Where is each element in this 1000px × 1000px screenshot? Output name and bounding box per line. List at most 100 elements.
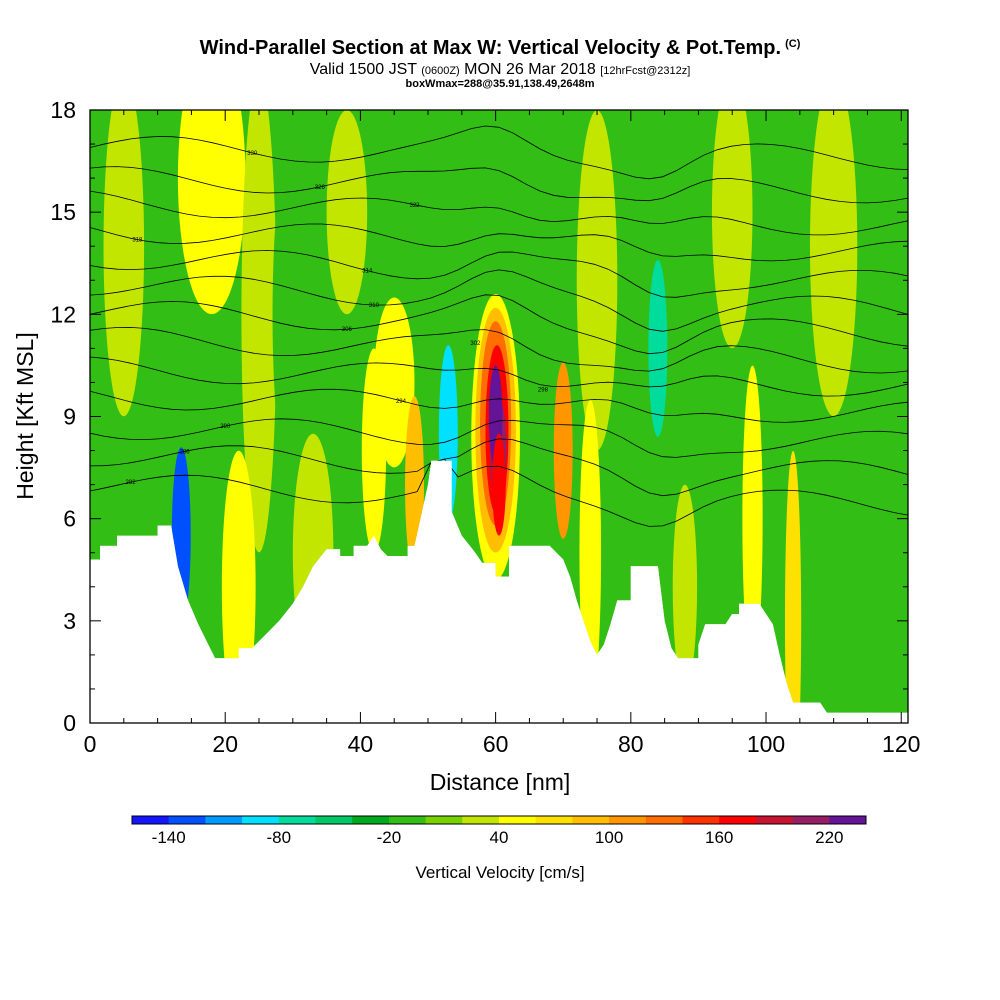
colorbar-swatch — [425, 816, 463, 824]
velocity-streak — [241, 110, 277, 553]
y-tick-label: 12 — [50, 301, 76, 327]
isentrope-label: 286 — [180, 449, 191, 455]
y-tick-label: 9 — [63, 404, 76, 430]
chart-subtitle: Valid 1500 JST (0600Z) MON 26 Mar 2018 [… — [0, 61, 1000, 79]
isentrope-line — [90, 356, 908, 397]
colorbar-swatch — [352, 816, 390, 824]
y-tick-label: 3 — [63, 608, 76, 634]
velocity-streak — [672, 484, 698, 689]
x-tick-label: 80 — [618, 731, 644, 757]
isentrope-label: 318 — [132, 238, 143, 244]
colorbar-swatch — [315, 816, 353, 824]
isentrope-line — [90, 190, 908, 236]
x-tick-label: 100 — [747, 731, 785, 757]
colorbar-tick-label: 40 — [490, 828, 509, 847]
isentrope-label: 322 — [409, 203, 420, 209]
isentrope-label: 306 — [342, 327, 353, 333]
axes: 0 20 40 60 80 100 120 0 3 6 9 12 15 18 — [50, 97, 920, 757]
y-tick-label: 0 — [63, 710, 76, 736]
velocity-streak — [515, 110, 557, 400]
colorbar-tick-label: -20 — [377, 828, 402, 847]
chart-title: Wind-Parallel Section at Max W: Vertical… — [199, 37, 782, 59]
isentrope-label: 302 — [470, 341, 481, 347]
y-tick-label: 6 — [63, 506, 76, 532]
isentrope-line — [90, 458, 908, 527]
colorbar-swatch — [462, 816, 500, 824]
isentrope-line — [90, 223, 908, 262]
x-tick-label: 40 — [348, 731, 374, 757]
terrain — [90, 460, 908, 723]
colorbar-tick-label: -80 — [267, 828, 292, 847]
velocity-streak — [361, 348, 387, 553]
velocity-streak — [103, 110, 145, 417]
colorbar-swatch — [682, 816, 720, 824]
isentrope-line — [90, 125, 908, 180]
colorbar-swatch — [499, 816, 537, 824]
colorbar-swatch — [132, 816, 170, 824]
box-wmax-info: boxWmax=288@35.91,138.49,2648m — [405, 78, 595, 90]
colorbar-swatch — [535, 816, 573, 824]
velocity-streak — [326, 110, 368, 315]
velocity-streak — [784, 450, 802, 713]
velocity-core — [492, 433, 506, 536]
chart-title-line: Wind-Parallel Section at Max W: Vertical… — [0, 37, 1000, 60]
colorbar-tick-label: 100 — [595, 828, 623, 847]
isentrope-label: 282 — [126, 480, 137, 486]
isentrope-label: 330 — [247, 151, 258, 157]
colorbar-label: Vertical Velocity [cm/s] — [415, 863, 585, 882]
isentrope-label: 294 — [396, 399, 407, 405]
colorbar-swatch — [609, 816, 647, 824]
valid-time-utc: (0600Z) — [421, 65, 460, 77]
x-tick-label: 20 — [212, 731, 238, 757]
velocity-core — [648, 259, 668, 437]
valid-time: Valid 1500 JST — [309, 61, 417, 78]
velocity-streak — [177, 110, 246, 315]
velocity-streak — [766, 110, 807, 553]
colorbar-swatch — [572, 816, 610, 824]
isentrope-label: 290 — [220, 424, 231, 430]
colorbar-swatch — [829, 816, 867, 824]
isentrope-line — [90, 250, 908, 298]
isentrope-label: 298 — [538, 388, 549, 394]
isentrope-line — [90, 166, 908, 204]
x-axis-label: Distance [nm] — [430, 769, 571, 795]
y-tick-label: 15 — [50, 199, 76, 225]
velocity-streak — [272, 110, 327, 519]
colorbar-frame — [131, 815, 867, 825]
velocity-streak — [664, 178, 706, 587]
valid-date: MON 26 Mar 2018 — [464, 61, 596, 78]
colorbar-swatch — [242, 816, 280, 824]
x-tick-label: 60 — [483, 731, 509, 757]
velocity-streak — [853, 212, 895, 621]
y-axis-label: Height [Kft MSL] — [12, 332, 38, 499]
colorbar-swatch — [205, 816, 243, 824]
isentrope-line — [90, 418, 908, 458]
colorbar-tick-label: 160 — [705, 828, 733, 847]
velocity-core — [553, 362, 573, 539]
isentrope-label: 310 — [369, 303, 380, 309]
colorbar-swatch — [388, 816, 427, 824]
colorbar: -140 -80 -20 40 100 160 220 — [131, 815, 867, 847]
colorbar-tick-label: -140 — [152, 828, 186, 847]
copyright-mark: (C) — [785, 38, 801, 50]
isentrope-line — [90, 294, 908, 355]
velocity-streak — [742, 365, 763, 672]
colorbar-swatch — [278, 816, 316, 824]
x-tick-label: 0 — [84, 731, 97, 757]
colorbar-swatch — [792, 816, 830, 824]
isentrope-label: 326 — [315, 185, 326, 191]
isentrope-label: 314 — [362, 269, 373, 275]
velocity-streak — [809, 110, 858, 417]
isentrope-line — [90, 438, 908, 497]
isentrope-line — [90, 326, 908, 374]
isentrope-line — [90, 388, 908, 423]
isentrope-line — [90, 269, 908, 332]
forecast-info: [12hrFcst@2312z] — [600, 65, 691, 77]
colorbar-swatch — [168, 816, 206, 824]
velocity-streak — [711, 110, 753, 349]
colorbar-tick-label: 220 — [815, 828, 843, 847]
x-tick-label: 120 — [882, 731, 920, 757]
colorbar-swatch — [645, 816, 683, 824]
isentrope-contours: 330 326 322 318 314 310 306 302 298 294 290 286 282 — [90, 125, 908, 527]
